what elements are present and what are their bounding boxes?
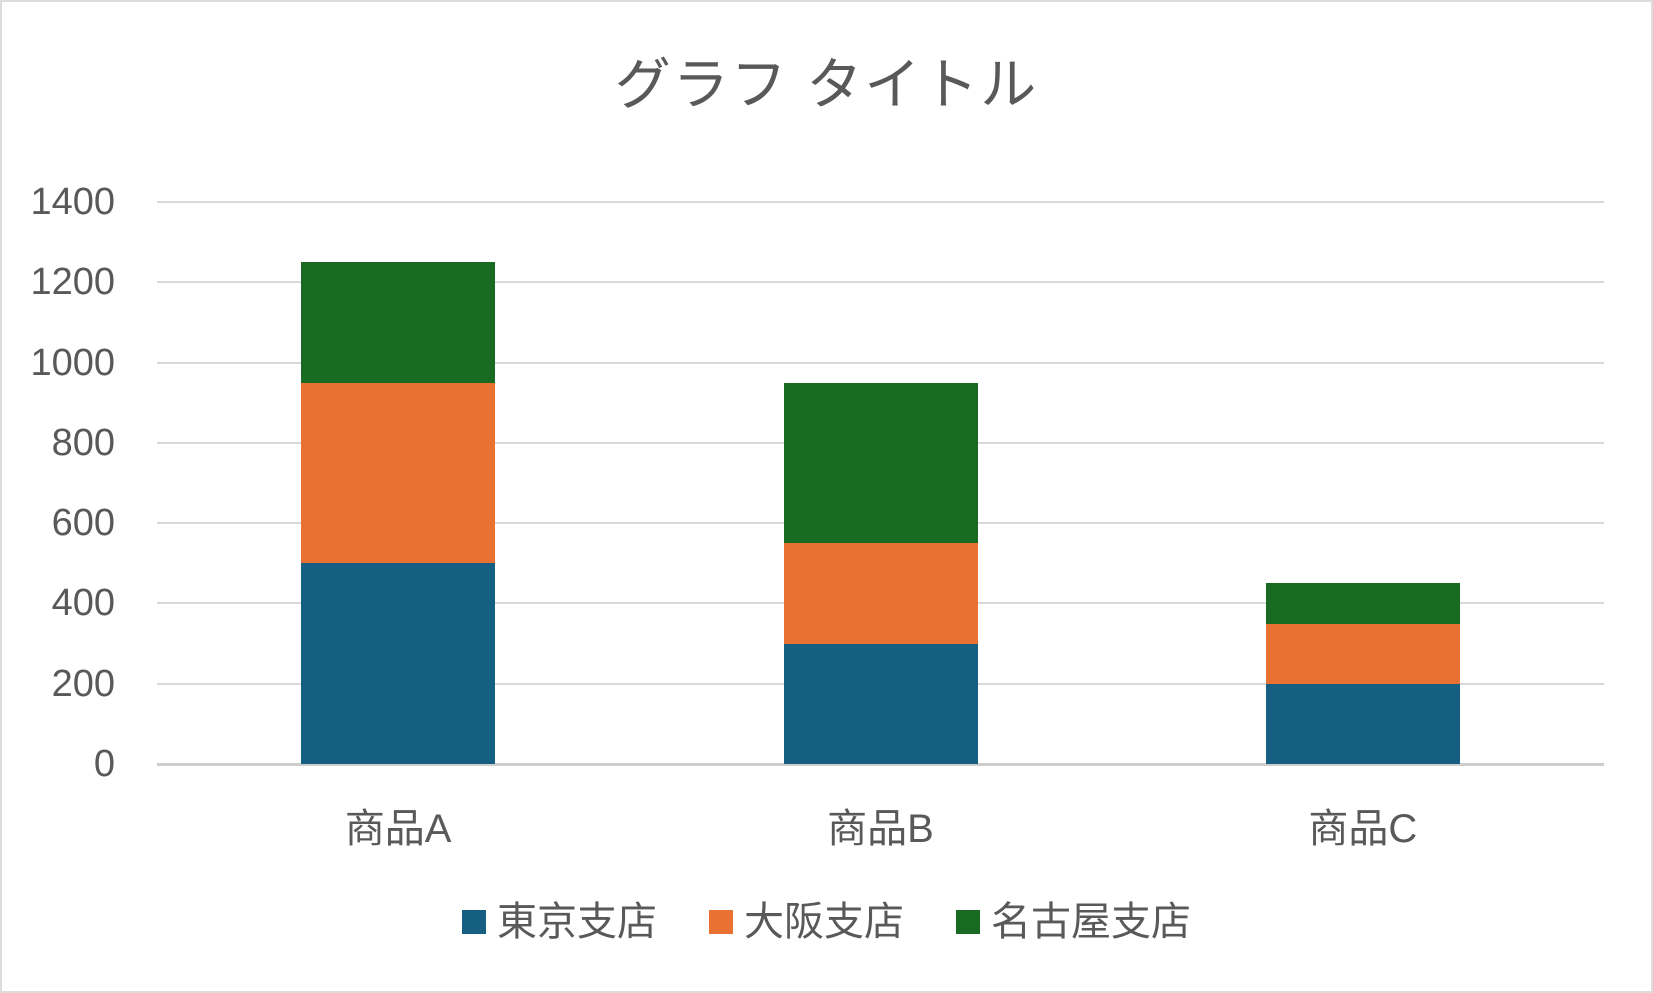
bar-stack-商品C (1265, 583, 1460, 764)
bar-segment-大阪支店-商品B (783, 543, 978, 644)
legend-item-東京支店: 東京支店 (462, 900, 657, 944)
x-axis-line (157, 763, 1604, 766)
y-axis-tick-label: 0 (93, 743, 115, 785)
bar-segment-東京支店-商品C (1265, 683, 1460, 764)
bar-stack-商品B (783, 382, 978, 764)
gridline (157, 361, 1604, 364)
legend-label: 大阪支店 (744, 900, 904, 944)
legend-item-名古屋支店: 名古屋支店 (956, 900, 1191, 944)
chart-title: グラフ タイトル (614, 53, 1039, 116)
legend-label: 名古屋支店 (991, 900, 1191, 944)
x-axis-category-label: 商品B (827, 807, 934, 851)
legend: 東京支店 大阪支店 名古屋支店 (2, 900, 1651, 944)
y-axis-tick-label: 600 (51, 502, 115, 545)
bar-segment-名古屋支店-商品B (783, 382, 978, 544)
legend-swatch-icon (709, 910, 733, 934)
plot-area (157, 201, 1604, 766)
x-axis-category-label: 商品A (344, 807, 452, 851)
bar-segment-大阪支店-商品A (301, 382, 496, 564)
bar-segment-東京支店-商品B (783, 643, 978, 764)
legend-label: 東京支店 (497, 900, 657, 944)
y-axis-tick-label: 1000 (30, 341, 115, 384)
bar-segment-名古屋支店-商品A (301, 262, 496, 383)
legend-swatch-icon (956, 910, 980, 934)
y-axis-tick-label: 800 (51, 421, 115, 464)
y-axis-tick-label: 1200 (30, 261, 115, 304)
y-axis-tick-label: 200 (51, 662, 115, 705)
gridline (157, 281, 1604, 284)
bar-segment-東京支店-商品A (301, 563, 496, 764)
y-axis-tick-label: 400 (51, 582, 115, 625)
legend-item-大阪支店: 大阪支店 (709, 900, 904, 944)
bar-segment-大阪支店-商品C (1265, 623, 1460, 684)
gridline (157, 201, 1604, 203)
legend-swatch-icon (462, 910, 486, 934)
y-axis-tick-label: 1400 (30, 181, 115, 223)
x-axis-category-label: 商品C (1308, 807, 1418, 851)
bar-segment-名古屋支店-商品C (1265, 583, 1460, 624)
bar-stack-商品A (301, 262, 496, 764)
